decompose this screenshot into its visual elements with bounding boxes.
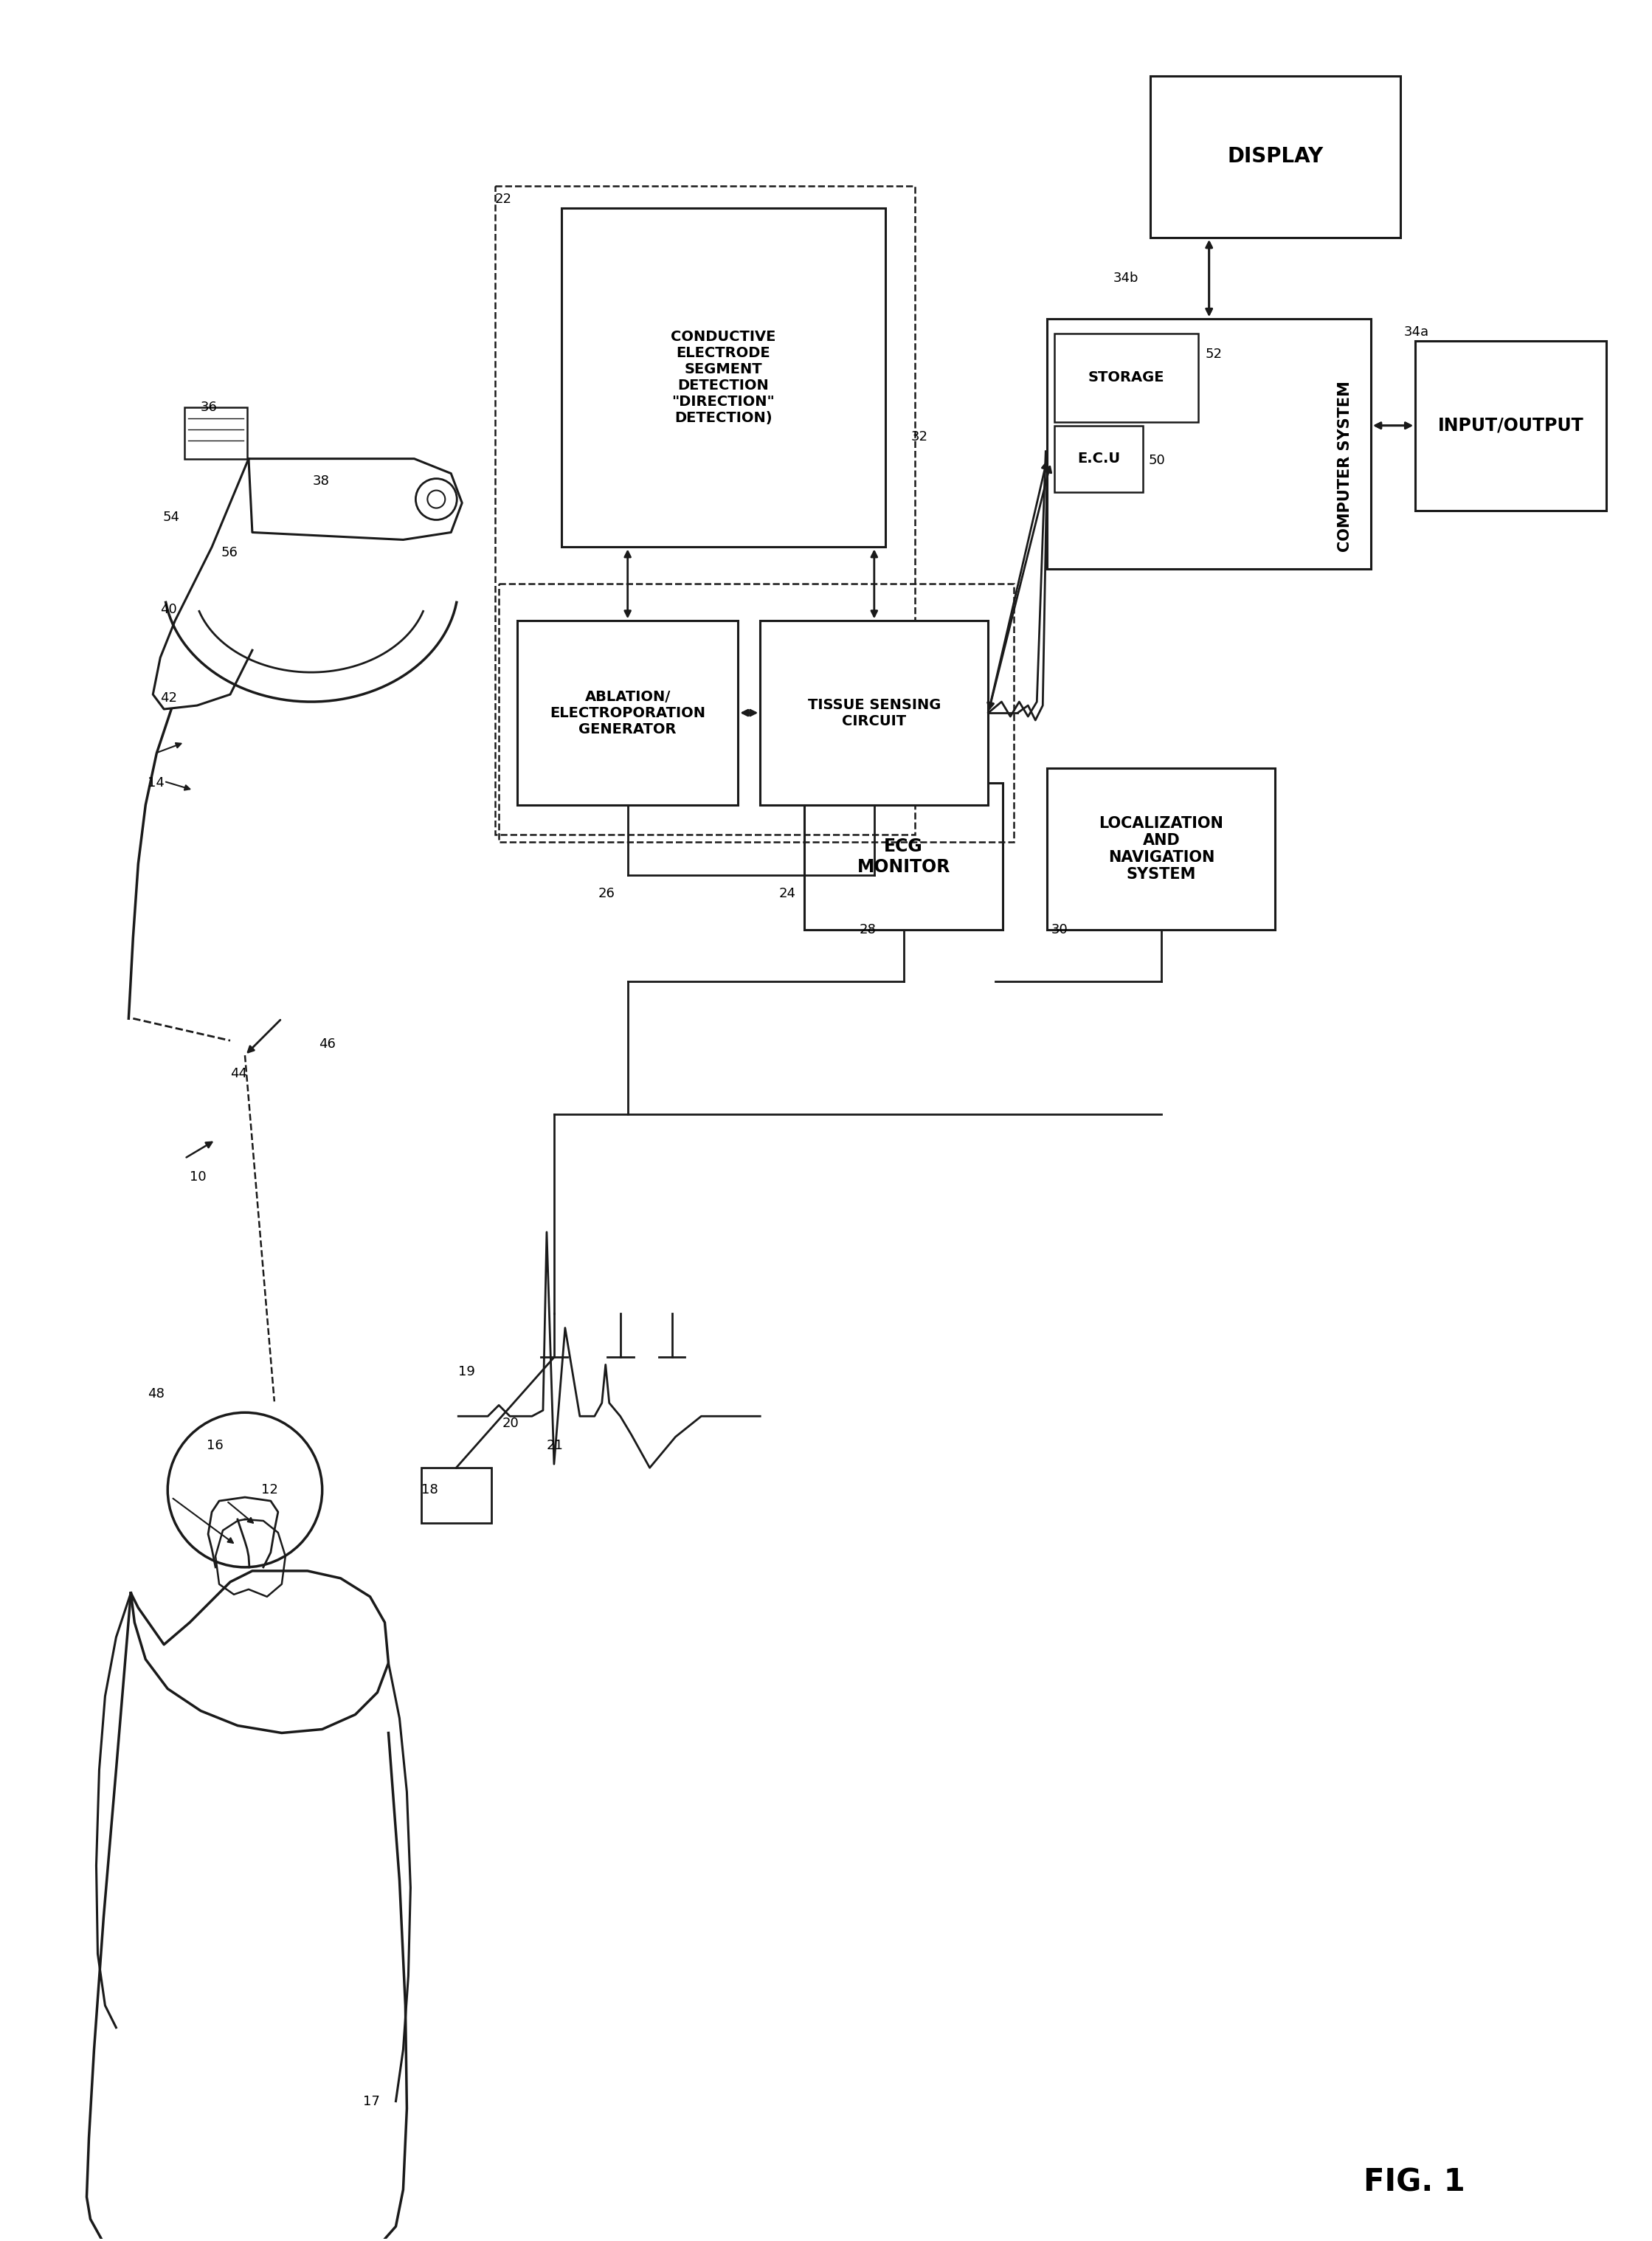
- Text: 56: 56: [221, 547, 238, 560]
- Text: 22: 22: [496, 193, 512, 206]
- Bar: [1416, 341, 1606, 511]
- Bar: [562, 208, 885, 547]
- Bar: [517, 621, 738, 805]
- Text: 28: 28: [859, 923, 876, 937]
- Text: 30: 30: [1051, 923, 1067, 937]
- Text: ABLATION/
ELECTROPORATION
GENERATOR: ABLATION/ ELECTROPORATION GENERATOR: [550, 690, 705, 735]
- Text: DISPLAY: DISPLAY: [1227, 146, 1323, 168]
- Text: 50: 50: [1148, 453, 1166, 466]
- Text: 26: 26: [598, 887, 615, 901]
- Text: LOCALIZATION
AND
NAVIGATION
SYSTEM: LOCALIZATION AND NAVIGATION SYSTEM: [1099, 816, 1224, 883]
- Text: 38: 38: [312, 475, 329, 489]
- Bar: [805, 782, 1003, 930]
- Text: 54: 54: [162, 511, 180, 524]
- Text: 44: 44: [230, 1067, 248, 1080]
- Bar: [185, 408, 248, 459]
- Text: 21: 21: [547, 1439, 563, 1452]
- Text: 12: 12: [261, 1484, 278, 1497]
- Text: E.C.U: E.C.U: [1077, 453, 1120, 466]
- Text: 20: 20: [502, 1416, 519, 1430]
- Text: 16: 16: [206, 1439, 223, 1452]
- Text: ECG
MONITOR: ECG MONITOR: [857, 838, 950, 876]
- Text: 24: 24: [778, 887, 796, 901]
- Text: 18: 18: [421, 1484, 438, 1497]
- Text: 10: 10: [190, 1170, 206, 1183]
- Text: 14: 14: [147, 775, 165, 789]
- Bar: [421, 1468, 492, 1524]
- Text: 34b: 34b: [1113, 271, 1138, 285]
- Text: 52: 52: [1206, 347, 1222, 361]
- Text: CONDUCTIVE
ELECTRODE
SEGMENT
DETECTION
"DIRECTION"
DETECTION): CONDUCTIVE ELECTRODE SEGMENT DETECTION "…: [671, 329, 776, 426]
- Text: 17: 17: [363, 2095, 380, 2109]
- Bar: [1054, 334, 1198, 421]
- Text: 42: 42: [160, 692, 177, 704]
- Bar: [496, 186, 915, 834]
- Text: FIG. 1: FIG. 1: [1363, 2167, 1465, 2198]
- Text: 36: 36: [202, 401, 218, 415]
- Text: COMPUTER SYSTEM: COMPUTER SYSTEM: [1338, 381, 1353, 551]
- Text: TISSUE SENSING
CIRCUIT: TISSUE SENSING CIRCUIT: [808, 697, 940, 728]
- Text: 32: 32: [910, 430, 928, 444]
- Text: 46: 46: [319, 1038, 335, 1051]
- Text: 34a: 34a: [1404, 325, 1429, 338]
- Text: STORAGE: STORAGE: [1089, 370, 1165, 385]
- Bar: [1150, 76, 1401, 238]
- Bar: [1047, 769, 1275, 930]
- Text: INPUT/OUTPUT: INPUT/OUTPUT: [1437, 417, 1584, 435]
- Text: 40: 40: [160, 603, 177, 616]
- Bar: [1054, 426, 1143, 491]
- Bar: [760, 621, 988, 805]
- Bar: [1047, 318, 1371, 569]
- Text: 19: 19: [458, 1365, 476, 1378]
- Text: 48: 48: [147, 1387, 165, 1401]
- Bar: [499, 585, 1014, 843]
